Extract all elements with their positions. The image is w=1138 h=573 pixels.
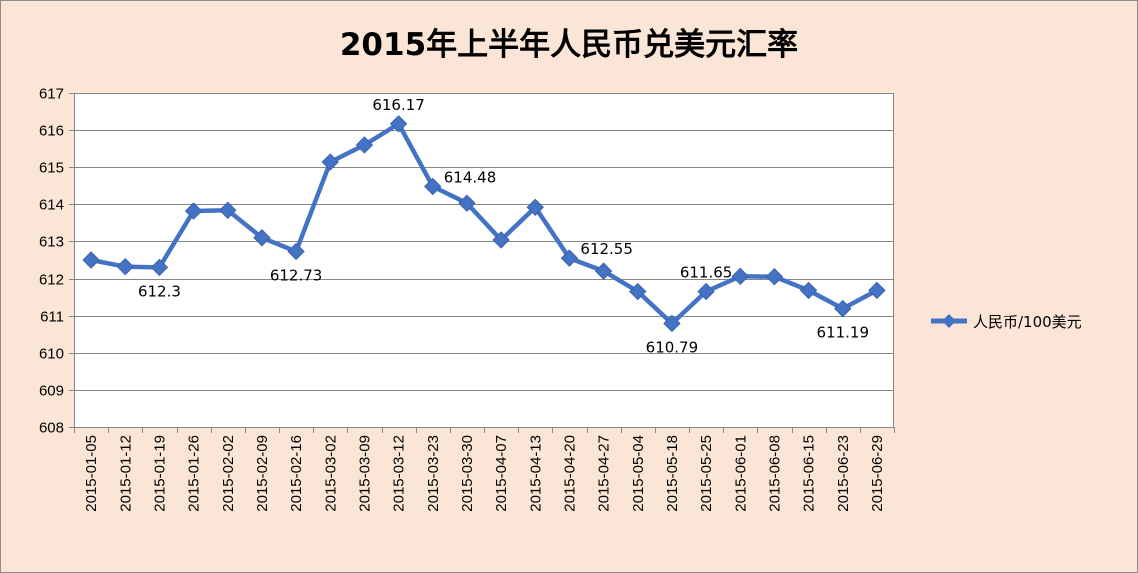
x-tick-label: 2015-06-23 [835,435,852,512]
y-tick-label: 612 [39,272,64,289]
data-point-marker [287,242,305,261]
x-tick-label: 2015-06-29 [869,435,886,512]
chart-title: 2015年上半年人民币兑美元汇率 [339,27,799,63]
x-tick-label: 2015-03-02 [322,435,339,512]
data-point-marker [321,153,339,171]
data-point-marker [253,229,271,247]
data-point-marker [184,202,203,220]
data-point-marker [799,281,818,300]
x-tick-label: 2015-02-09 [254,435,271,512]
y-tick-label: 617 [39,86,64,103]
x-tick-label: 2015-05-04 [630,435,647,512]
x-tick-label: 2015-02-02 [220,435,237,512]
data-point-marker [355,136,374,154]
x-tick-label: 2015-06-08 [766,435,783,512]
data-label: 611.19 [817,324,870,342]
x-tick-label: 2015-04-20 [561,435,578,512]
x-tick-label: 2015-01-05 [83,435,100,512]
plot-area [74,93,894,427]
data-point-marker [150,258,169,277]
data-point-marker [492,231,510,249]
data-point-marker [731,267,749,286]
data-point-marker [765,267,784,286]
y-tick-label: 608 [39,420,64,437]
label-layer: 612.3 612.73 616.17 614.48 612.55 610.79 611.6… [138,96,869,357]
grid-layer [74,93,894,428]
y-tick-label: 610 [39,346,64,363]
x-tick-label: 2015-01-19 [151,435,168,512]
x-tick-label: 2015-04-13 [527,435,544,512]
axis-layer: 608 609 610 611 612 613 614 615 616 617 2015-01-05… [39,86,895,512]
x-tick-label: 2015-02-16 [288,435,305,512]
data-point-marker [219,201,237,219]
data-point-marker [868,281,886,300]
legend: 人民币/100美元 [929,310,1082,332]
legend-label: 人民币/100美元 [973,312,1082,331]
y-tick-label: 613 [39,234,64,251]
data-point-marker [116,257,134,276]
x-tick-label: 2015-06-15 [801,435,818,512]
x-tick-label: 2015-04-07 [493,435,510,512]
data-point-marker [697,282,715,301]
data-point-marker [834,299,852,318]
y-tick-label: 616 [39,123,64,140]
legend-marker-icon [931,314,967,328]
data-label: 610.79 [646,338,699,356]
data-point-marker [560,249,579,267]
data-point-marker [458,194,476,212]
x-tick-label: 2015-03-23 [425,435,442,512]
x-tick-label: 2015-01-12 [117,435,134,512]
x-tick-label: 2015-05-18 [664,435,681,512]
y-tick-label: 609 [39,383,64,400]
series-layer [82,115,886,333]
data-label: 614.48 [444,169,497,187]
data-label: 616.17 [372,96,425,114]
data-point-marker [424,177,442,196]
data-point-marker [594,262,613,280]
y-tick-label: 614 [39,197,64,214]
x-tick-label: 2015-06-01 [732,435,749,512]
y-tick-label: 615 [39,160,64,177]
x-tick-label: 2015-05-25 [698,435,715,512]
data-point-marker [389,115,408,133]
x-tick-label: 2015-04-27 [596,435,613,512]
x-tick-label: 2015-01-26 [186,435,203,512]
data-label: 612.73 [270,266,323,284]
data-point-marker [526,198,544,217]
data-label: 612.3 [138,282,181,300]
x-tick-label: 2015-03-30 [459,435,476,512]
x-tick-label: 2015-03-09 [356,435,373,512]
data-point-marker [82,251,100,269]
data-point-marker [663,314,681,333]
data-label: 612.55 [580,240,633,258]
data-point-marker [629,282,647,301]
y-tick-label: 611 [40,309,64,326]
data-label: 611.65 [680,264,733,282]
x-tick-label: 2015-03-12 [391,435,408,512]
